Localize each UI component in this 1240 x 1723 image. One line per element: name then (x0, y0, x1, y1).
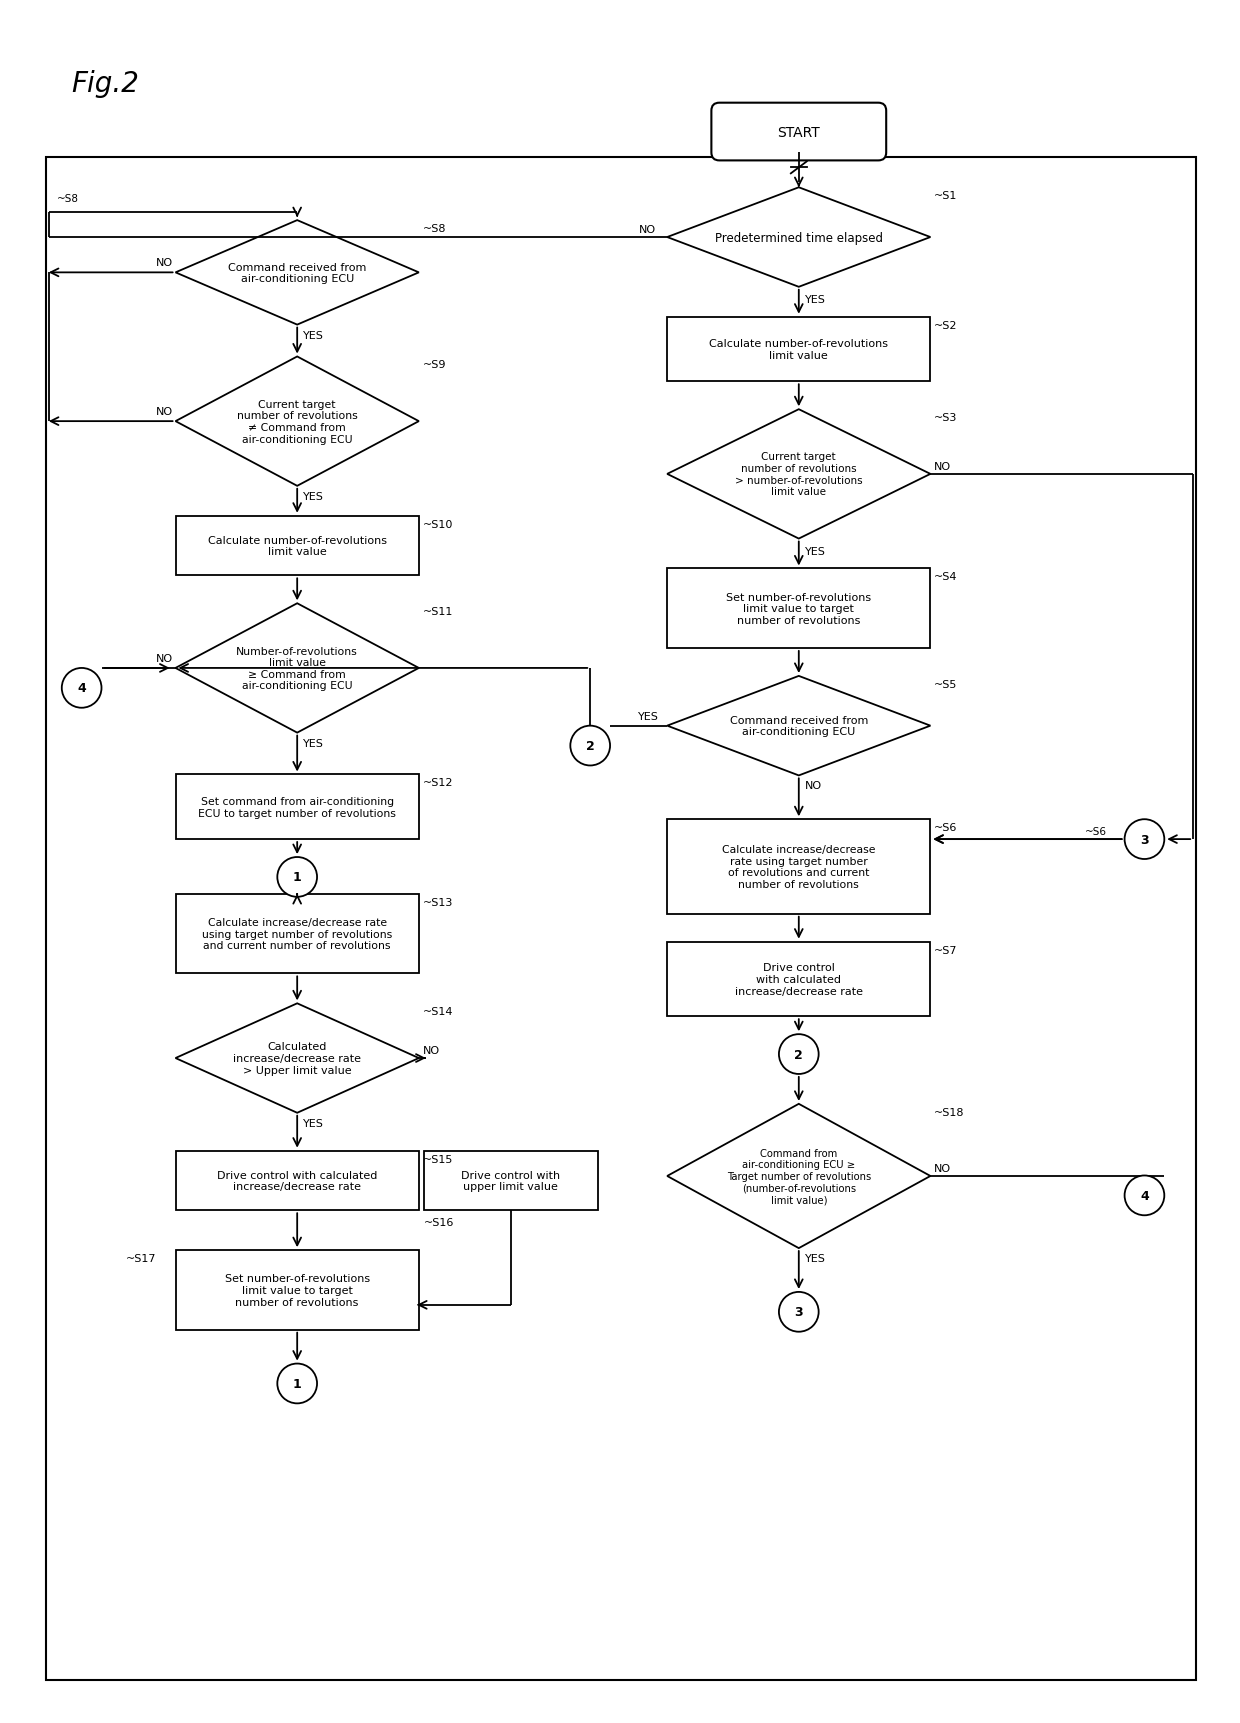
Circle shape (62, 669, 102, 708)
Circle shape (570, 725, 610, 767)
Text: ~S17: ~S17 (125, 1253, 156, 1263)
Text: YES: YES (805, 1253, 826, 1263)
FancyBboxPatch shape (176, 517, 419, 575)
FancyBboxPatch shape (176, 1251, 419, 1330)
Text: NO: NO (805, 781, 822, 791)
Text: Predetermined time elapsed: Predetermined time elapsed (714, 231, 883, 245)
Text: ~S4: ~S4 (935, 572, 957, 582)
Text: Command received from
air-conditioning ECU: Command received from air-conditioning E… (228, 262, 366, 284)
Circle shape (779, 1034, 818, 1075)
Text: ~S7: ~S7 (935, 944, 957, 955)
FancyBboxPatch shape (176, 775, 419, 839)
Text: Drive control with calculated
increase/decrease rate: Drive control with calculated increase/d… (217, 1170, 377, 1192)
Text: ~S5: ~S5 (935, 679, 957, 689)
Text: Set number-of-revolutions
limit value to target
number of revolutions: Set number-of-revolutions limit value to… (727, 593, 872, 625)
Text: ~S8: ~S8 (57, 195, 79, 203)
Text: NO: NO (935, 462, 951, 472)
FancyBboxPatch shape (176, 1151, 419, 1211)
Text: Command from
air-conditioning ECU ≥
Target number of revolutions
(number-of-revo: Command from air-conditioning ECU ≥ Targ… (727, 1148, 870, 1204)
Text: Fig.2: Fig.2 (72, 69, 140, 98)
Circle shape (1125, 820, 1164, 860)
Text: 1: 1 (293, 1377, 301, 1390)
Text: ~S11: ~S11 (423, 606, 453, 617)
Text: NO: NO (155, 653, 172, 663)
Text: START: START (777, 126, 820, 140)
Text: Command received from
air-conditioning ECU: Command received from air-conditioning E… (729, 715, 868, 737)
Text: ~S14: ~S14 (423, 1006, 454, 1017)
Text: NO: NO (155, 258, 172, 269)
Text: YES: YES (303, 331, 324, 341)
Text: Calculated
increase/decrease rate
> Upper limit value: Calculated increase/decrease rate > Uppe… (233, 1042, 361, 1075)
Text: ~S6: ~S6 (935, 822, 957, 832)
Bar (46, 159, 1197, 1680)
Text: YES: YES (303, 737, 324, 748)
Text: ~S3: ~S3 (935, 414, 957, 422)
FancyBboxPatch shape (667, 569, 930, 648)
Text: ~S15: ~S15 (423, 1154, 453, 1163)
Text: YES: YES (805, 295, 826, 305)
Text: ~S18: ~S18 (935, 1108, 965, 1117)
Polygon shape (176, 603, 419, 734)
Polygon shape (176, 1005, 419, 1113)
FancyBboxPatch shape (176, 894, 419, 973)
Text: 3: 3 (795, 1306, 804, 1318)
Text: NO: NO (155, 407, 172, 417)
Text: Drive control
with calculated
increase/decrease rate: Drive control with calculated increase/d… (735, 963, 863, 996)
Circle shape (779, 1292, 818, 1332)
Polygon shape (667, 410, 930, 539)
Polygon shape (667, 188, 930, 288)
Text: YES: YES (303, 491, 324, 501)
Text: Calculate increase/decrease
rate using target number
of revolutions and current
: Calculate increase/decrease rate using t… (722, 844, 875, 889)
Text: NO: NO (640, 226, 656, 234)
Text: YES: YES (639, 712, 660, 722)
Text: NO: NO (423, 1046, 440, 1056)
Polygon shape (667, 677, 930, 775)
Text: 2: 2 (795, 1048, 804, 1061)
Text: Current target
number of revolutions
> number-of-revolutions
limit value: Current target number of revolutions > n… (735, 451, 863, 496)
Text: 4: 4 (77, 682, 86, 694)
Text: ~S13: ~S13 (423, 898, 453, 908)
Text: YES: YES (805, 546, 826, 557)
FancyBboxPatch shape (667, 820, 930, 915)
Text: Calculate increase/decrease rate
using target number of revolutions
and current : Calculate increase/decrease rate using t… (202, 918, 392, 951)
Text: ~S9: ~S9 (423, 360, 446, 370)
FancyBboxPatch shape (667, 317, 930, 383)
Polygon shape (667, 1104, 930, 1249)
FancyBboxPatch shape (424, 1151, 598, 1211)
Text: ~S1: ~S1 (935, 191, 957, 202)
Text: 4: 4 (1140, 1189, 1148, 1203)
Text: ~S10: ~S10 (423, 519, 453, 529)
Polygon shape (176, 221, 419, 326)
Text: Calculate number-of-revolutions
limit value: Calculate number-of-revolutions limit va… (207, 536, 387, 557)
FancyBboxPatch shape (667, 942, 930, 1017)
Text: YES: YES (303, 1118, 324, 1129)
Text: ~S12: ~S12 (423, 777, 454, 787)
Text: ~S2: ~S2 (935, 320, 957, 331)
Text: ~S8: ~S8 (423, 224, 446, 234)
Text: 1: 1 (293, 870, 301, 884)
Text: Drive control with
upper limit value: Drive control with upper limit value (461, 1170, 560, 1192)
Text: Set number-of-revolutions
limit value to target
number of revolutions: Set number-of-revolutions limit value to… (224, 1273, 370, 1306)
Circle shape (278, 1365, 317, 1404)
Text: 3: 3 (1140, 834, 1148, 846)
Text: ~S16: ~S16 (424, 1218, 454, 1227)
Text: Current target
number of revolutions
≠ Command from
air-conditioning ECU: Current target number of revolutions ≠ C… (237, 400, 357, 445)
Text: Number-of-revolutions
limit value
≥ Command from
air-conditioning ECU: Number-of-revolutions limit value ≥ Comm… (237, 646, 358, 691)
FancyBboxPatch shape (712, 103, 887, 162)
Text: ~S6: ~S6 (1085, 827, 1107, 837)
Polygon shape (176, 357, 419, 486)
Text: NO: NO (935, 1163, 951, 1173)
Text: Set command from air-conditioning
ECU to target number of revolutions: Set command from air-conditioning ECU to… (198, 796, 396, 818)
Circle shape (1125, 1175, 1164, 1215)
Circle shape (278, 858, 317, 898)
Text: 2: 2 (585, 739, 594, 753)
Text: Calculate number-of-revolutions
limit value: Calculate number-of-revolutions limit va… (709, 339, 888, 360)
